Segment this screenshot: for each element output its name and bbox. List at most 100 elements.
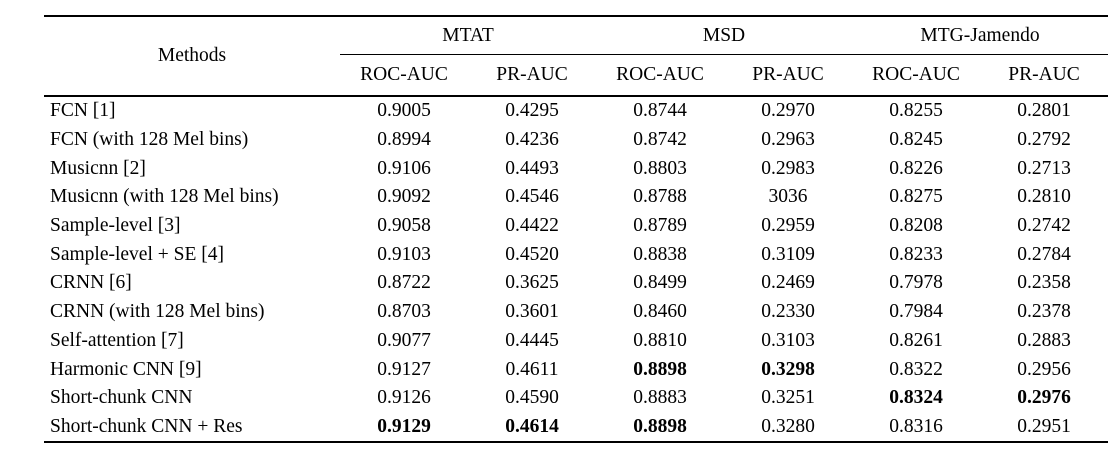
table-row: Harmonic CNN [9] 0.9127 0.4611 0.8898 0.3298… (44, 355, 1108, 384)
value-cell: 0.2951 (1017, 415, 1071, 437)
value-cell: 0.4520 (505, 243, 559, 265)
subheader-mtg-pr-auc: PR-AUC (980, 54, 1108, 97)
value-cell: 0.8261 (889, 329, 943, 351)
value-cell: 0.8703 (377, 301, 431, 323)
value-cell: 0.8722 (377, 272, 431, 294)
method-cell: Short-chunk CNN + Res (50, 415, 243, 437)
value-cell: 0.8460 (633, 301, 687, 323)
value-cell: 0.3625 (505, 272, 559, 294)
value-cell: 0.8324 (889, 387, 943, 409)
value-cell: 0.8838 (633, 243, 687, 265)
value-cell: 0.2469 (761, 272, 815, 294)
value-cell: 0.4422 (505, 215, 559, 237)
value-cell: 0.8788 (633, 186, 687, 208)
method-cell: Musicnn (with 128 Mel bins) (50, 186, 279, 208)
table-row: FCN [1] 0.9005 0.4295 0.8744 0.2970 0.8255 0.2… (44, 96, 1108, 126)
table-row: CRNN [6] 0.8722 0.3625 0.8499 0.2469 0.7978 0.… (44, 269, 1108, 298)
value-cell: 0.3103 (761, 329, 815, 351)
value-cell: 0.8255 (889, 100, 943, 122)
table-row: Short-chunk CNN 0.9126 0.4590 0.8883 0.3251 0… (44, 384, 1108, 413)
value-cell: 0.3109 (761, 243, 815, 265)
value-cell: 0.4590 (505, 387, 559, 409)
value-cell: 0.4614 (505, 415, 559, 437)
value-cell: 0.3280 (761, 415, 815, 437)
method-cell: CRNN (with 128 Mel bins) (50, 301, 265, 323)
subheader-row: ROC-AUC PR-AUC ROC-AUC PR-AUC ROC-AUC PR… (44, 54, 1108, 97)
value-cell: 0.2330 (761, 301, 815, 323)
value-cell: 0.2742 (1017, 215, 1071, 237)
group-header-mtat: MTAT (340, 16, 596, 55)
method-cell: Sample-level [3] (50, 215, 181, 237)
results-table: Methods MTAT MSD MTG-Jamendo ROC-AUC PR-… (44, 15, 1108, 444)
group-header-row: Methods MTAT MSD MTG-Jamendo (44, 16, 1108, 97)
value-cell: 0.8744 (633, 100, 687, 122)
value-cell: 0.4493 (505, 157, 559, 179)
value-cell: 0.9077 (377, 329, 431, 351)
method-cell: Short-chunk CNN (50, 387, 193, 409)
value-cell: 0.8883 (633, 387, 687, 409)
value-cell: 0.4611 (505, 358, 559, 380)
value-cell: 0.2810 (1017, 186, 1071, 208)
value-cell: 0.2983 (761, 157, 815, 179)
value-cell: 0.8810 (633, 329, 687, 351)
value-cell: 0.3251 (761, 387, 815, 409)
value-cell: 0.9106 (377, 157, 431, 179)
table-row: Sample-level + SE [4] 0.9103 0.4520 0.8838 0… (44, 240, 1108, 269)
value-cell: 0.2358 (1017, 272, 1071, 294)
group-header-msd: MSD (596, 16, 852, 55)
methods-column-header: Methods (44, 16, 340, 97)
value-cell: 0.8742 (633, 129, 687, 151)
value-cell: 0.8994 (377, 129, 431, 151)
table-body: FCN [1] 0.9005 0.4295 0.8744 0.2970 0.8255 0.2… (44, 96, 1108, 442)
results-table-container: Methods MTAT MSD MTG-Jamendo ROC-AUC PR-… (44, 15, 1108, 444)
subheader-msd-pr-auc: PR-AUC (724, 54, 852, 97)
value-cell: 0.9092 (377, 186, 431, 208)
value-cell: 0.8316 (889, 415, 943, 437)
value-cell: 0.8226 (889, 157, 943, 179)
table-row: CRNN (with 128 Mel bins) 0.8703 0.3601 0.84… (44, 298, 1108, 327)
table-row: Musicnn (with 128 Mel bins) 0.9092 0.4546 0… (44, 183, 1108, 212)
table-row: Sample-level [3] 0.9058 0.4422 0.8789 0.2959… (44, 212, 1108, 241)
value-cell: 0.8322 (889, 358, 943, 380)
value-cell: 0.2713 (1017, 157, 1071, 179)
value-cell: 0.2956 (1017, 358, 1071, 380)
value-cell: 0.9129 (377, 415, 431, 437)
value-cell: 0.4236 (505, 129, 559, 151)
value-cell: 0.4445 (505, 329, 559, 351)
table-header: Methods MTAT MSD MTG-Jamendo ROC-AUC PR-… (44, 16, 1108, 97)
value-cell: 0.9058 (377, 215, 431, 237)
table-row: Musicnn [2] 0.9106 0.4493 0.8803 0.2983 0.822… (44, 154, 1108, 183)
value-cell: 0.2378 (1017, 301, 1071, 323)
value-cell: 0.2792 (1017, 129, 1071, 151)
value-cell: 0.3601 (505, 301, 559, 323)
value-cell: 0.8789 (633, 215, 687, 237)
method-cell: Self-attention [7] (50, 329, 184, 351)
subheader-mtg-roc-auc: ROC-AUC (852, 54, 980, 97)
value-cell: 0.8898 (633, 358, 687, 380)
table-row: Self-attention [7] 0.9077 0.4445 0.8810 0.31… (44, 327, 1108, 356)
value-cell: 0.4546 (505, 186, 559, 208)
method-cell: Sample-level + SE [4] (50, 243, 224, 265)
value-cell: 0.4295 (505, 100, 559, 122)
value-cell: 0.8803 (633, 157, 687, 179)
value-cell: 0.8245 (889, 129, 943, 151)
value-cell: 0.8898 (633, 415, 687, 437)
group-header-mtg-jamendo: MTG-Jamendo (852, 16, 1108, 55)
value-cell: 0.8499 (633, 272, 687, 294)
value-cell: 0.8275 (889, 186, 943, 208)
subheader-mtat-roc-auc: ROC-AUC (340, 54, 468, 97)
method-cell: Harmonic CNN [9] (50, 358, 202, 380)
subheader-msd-roc-auc: ROC-AUC (596, 54, 724, 97)
value-cell: 0.2976 (1017, 387, 1071, 409)
value-cell: 0.9103 (377, 243, 431, 265)
value-cell: 0.2883 (1017, 329, 1071, 351)
method-cell: FCN [1] (50, 100, 116, 122)
value-cell: 0.2784 (1017, 243, 1071, 265)
value-cell: 0.3298 (761, 358, 815, 380)
value-cell: 0.2970 (761, 100, 815, 122)
value-cell: 0.9127 (377, 358, 431, 380)
value-cell: 0.2959 (761, 215, 815, 237)
value-cell: 3036 (768, 186, 808, 208)
value-cell: 0.8208 (889, 215, 943, 237)
value-cell: 0.2801 (1017, 100, 1071, 122)
